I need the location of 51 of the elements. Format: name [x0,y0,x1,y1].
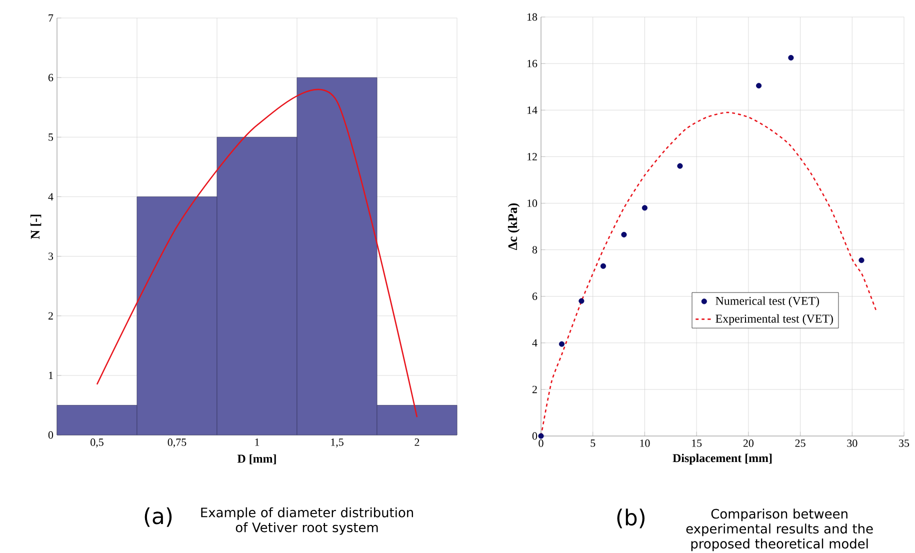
x-tick-label: 35 [899,440,910,447]
y-tick-label: 0 [48,431,54,439]
point [578,298,584,304]
point [756,82,762,88]
x-tick-label: 0 [538,440,544,447]
y-axis-title: N [-] [30,214,42,240]
y-tick-label: 10 [527,200,538,207]
x-tick-label: 5 [590,440,596,447]
x-tick-label: 2 [414,438,420,446]
y-tick-label: 12 [527,153,537,160]
legend-label: Experimental test (VET) [716,314,833,326]
y-tick-label: 16 [527,60,538,68]
point [538,433,544,439]
x-tick-label: 1,5 [331,438,344,448]
text: (a) [144,507,172,527]
x-axis-title: Displacement [mm] [672,454,772,465]
point [788,54,794,61]
y-tick-label: 14 [527,106,538,114]
point [558,341,565,347]
y-axis-title: Δc (kPa) [508,203,520,250]
text: (b) [617,508,645,528]
y-tick-label: 3 [48,252,54,260]
y-tick-label: 2 [48,312,53,320]
point [621,232,627,238]
legend-label: Numerical test (VET) [716,296,820,308]
text: Example of diameter distribution of Vetiver root system [201,507,413,535]
x-tick-label: 10 [640,440,650,447]
y-tick-label: 0 [532,432,538,440]
x-tick-label: 15 [692,440,702,447]
x-tick-label: 30 [847,440,858,447]
point [858,257,864,264]
y-tick-label: 1 [48,372,53,380]
point [600,263,606,269]
x-tick-label: 1 [255,438,260,446]
y-tick-label: 4 [532,339,538,346]
point [677,163,683,169]
x-tick-label: 0,5 [90,438,104,448]
y-tick-label: 18 [527,13,538,21]
text: Comparison between experimental results and the proposed theoretical model [686,508,873,552]
x-tick-label: 0,75 [168,438,186,448]
y-tick-label: 6 [532,292,538,300]
point [642,205,648,211]
y-tick-label: 5 [48,134,54,141]
y-tick-label: 6 [48,74,54,82]
y-tick-label: 4 [48,193,54,200]
y-tick-label: 2 [532,386,537,394]
x-tick-label: 25 [795,440,806,447]
x-axis-title: D [mm] [237,454,276,464]
y-tick-label: 8 [532,246,538,254]
y-tick-label: 7 [48,14,54,22]
x-tick-label: 20 [743,440,754,447]
